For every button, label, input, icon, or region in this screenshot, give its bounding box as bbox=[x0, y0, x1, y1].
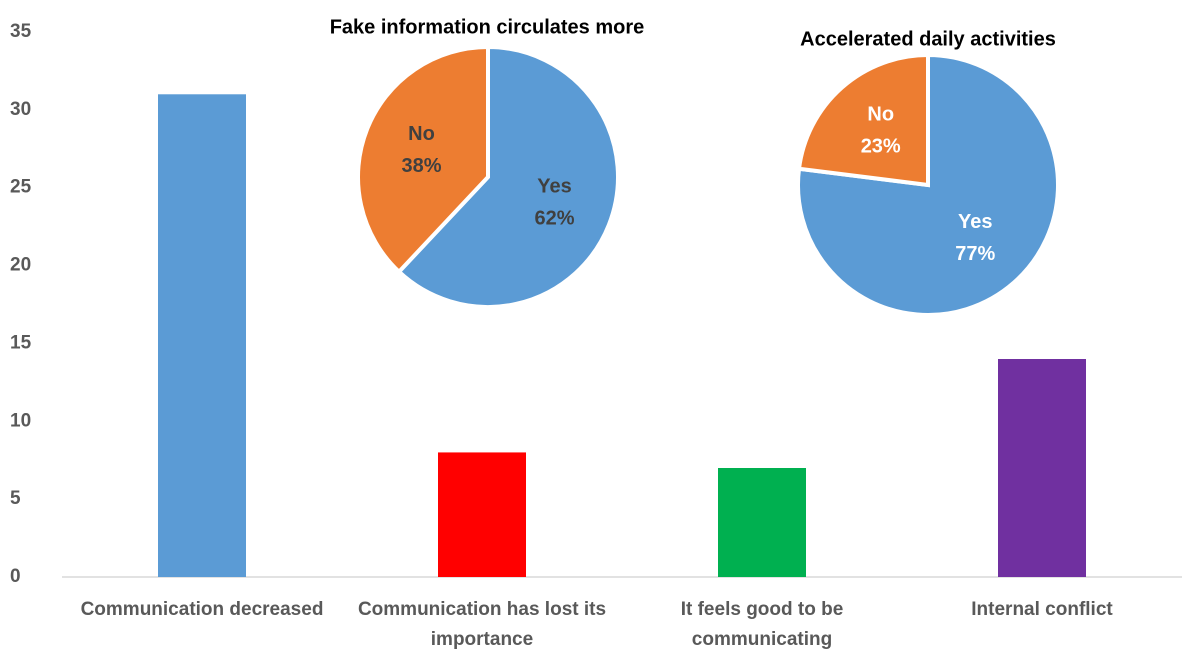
slice-value-label: 23% bbox=[861, 136, 901, 158]
slice-label: No bbox=[408, 123, 435, 145]
bar bbox=[438, 452, 526, 577]
pie-slice bbox=[356, 44, 490, 275]
slice-value-label: 77% bbox=[955, 243, 995, 265]
y-tick-label: 5 bbox=[10, 488, 21, 509]
x-tick-label: Internal conflict bbox=[971, 599, 1113, 620]
y-tick-label: 25 bbox=[10, 177, 32, 198]
y-tick-label: 35 bbox=[10, 21, 32, 42]
slice-value-label: 38% bbox=[402, 155, 442, 177]
slice-label: No bbox=[867, 104, 894, 126]
slice-label: Yes bbox=[958, 211, 992, 233]
pie-title: Accelerated daily activities bbox=[800, 28, 1056, 50]
y-tick-label: 30 bbox=[10, 99, 31, 120]
y-tick-label: 0 bbox=[10, 566, 21, 587]
bar bbox=[158, 94, 246, 578]
x-tick-label: Communication decreased bbox=[81, 599, 324, 620]
pie-slice bbox=[396, 44, 620, 309]
x-tick-label: Communication has lost its importance bbox=[358, 599, 606, 650]
slice-value-label: 62% bbox=[534, 208, 574, 230]
y-tick-label: 10 bbox=[10, 410, 31, 431]
y-tick-label: 20 bbox=[10, 255, 31, 276]
pie-title: Fake information circulates more bbox=[330, 16, 645, 38]
y-tick-label: 15 bbox=[10, 332, 32, 353]
pie-slice bbox=[796, 52, 930, 188]
bar bbox=[718, 468, 806, 577]
x-tick-label: It feels good to be communicating bbox=[681, 599, 844, 650]
slice-label: Yes bbox=[537, 176, 571, 198]
bar bbox=[998, 359, 1086, 577]
